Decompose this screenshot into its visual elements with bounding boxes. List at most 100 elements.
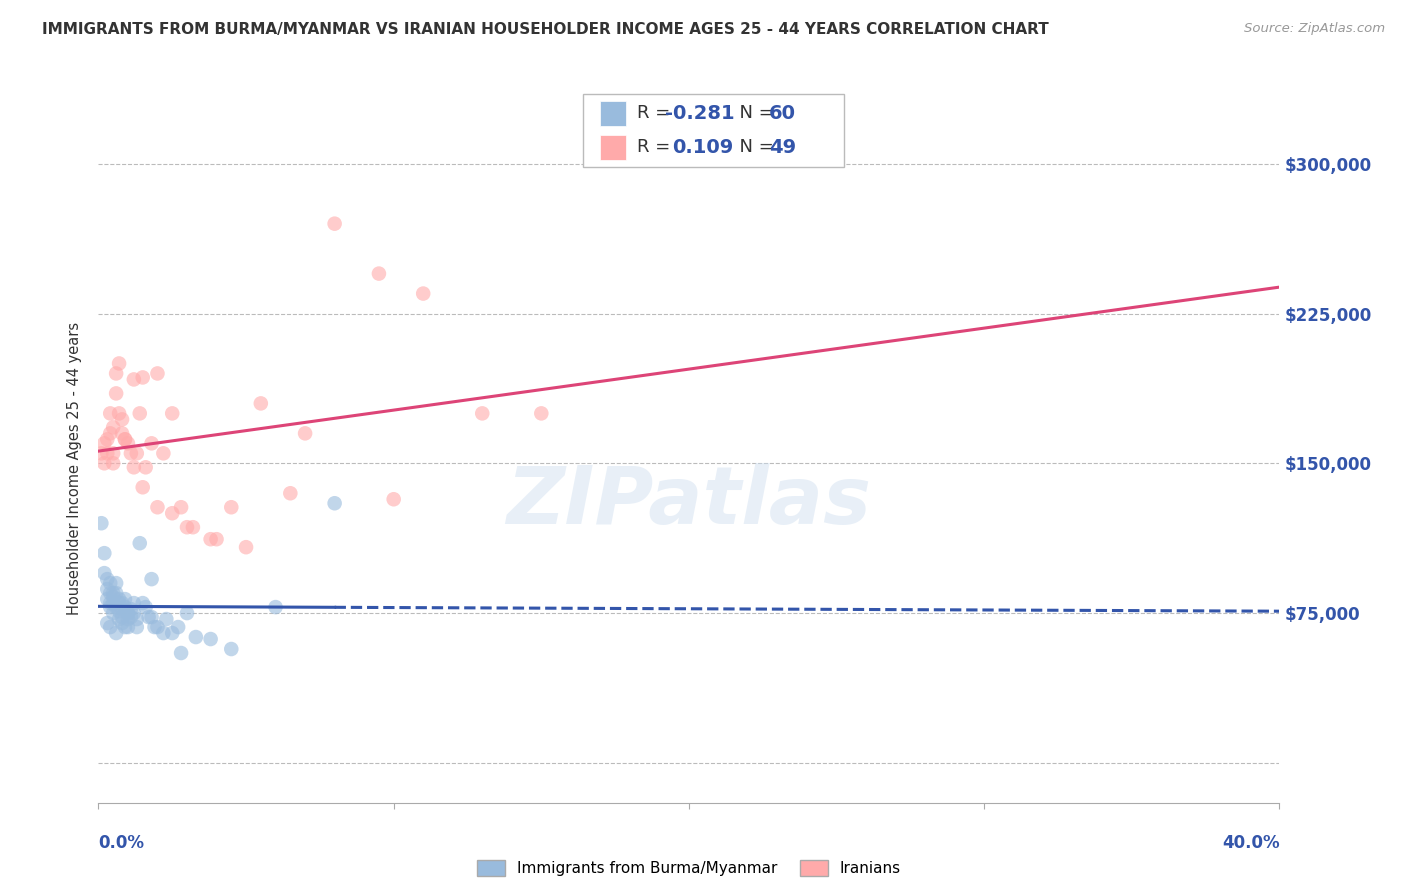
Text: 40.0%: 40.0%	[1222, 834, 1279, 852]
Text: 0.109: 0.109	[672, 137, 734, 157]
Point	[132, 596, 155, 610]
Point	[219, 642, 242, 657]
Point	[108, 356, 131, 370]
Point	[111, 426, 134, 441]
Point	[122, 460, 145, 475]
Point	[117, 606, 139, 620]
Point	[141, 610, 163, 624]
Point	[96, 592, 118, 607]
Point	[98, 586, 121, 600]
Point	[146, 500, 169, 515]
Point	[278, 486, 302, 500]
Text: IMMIGRANTS FROM BURMA/MYANMAR VS IRANIAN HOUSEHOLDER INCOME AGES 25 - 44 YEARS C: IMMIGRANTS FROM BURMA/MYANMAR VS IRANIAN…	[42, 22, 1049, 37]
Point	[90, 446, 112, 460]
Point	[162, 406, 183, 420]
Point	[114, 592, 136, 607]
Point	[117, 620, 139, 634]
Point	[219, 500, 242, 515]
Text: R =: R =	[637, 104, 676, 122]
Point	[108, 592, 131, 607]
Point	[167, 620, 190, 634]
Text: ZIPatlas: ZIPatlas	[506, 463, 872, 541]
Point	[111, 610, 134, 624]
Point	[111, 602, 134, 616]
Legend: Immigrants from Burma/Myanmar, Iranians: Immigrants from Burma/Myanmar, Iranians	[471, 854, 907, 882]
Point	[111, 412, 134, 426]
Point	[114, 620, 136, 634]
Point	[117, 606, 139, 620]
Point	[146, 367, 169, 381]
Point	[132, 480, 155, 494]
Text: 0.0%: 0.0%	[98, 834, 145, 852]
Point	[105, 576, 128, 591]
Point	[103, 596, 125, 610]
Point	[111, 616, 134, 631]
Point	[368, 267, 391, 281]
Point	[96, 572, 118, 586]
Point	[108, 604, 131, 618]
Point	[181, 520, 204, 534]
Point	[103, 590, 125, 604]
Point	[103, 586, 125, 600]
Point	[93, 546, 115, 560]
Point	[162, 626, 183, 640]
Point	[155, 612, 177, 626]
Point	[152, 626, 174, 640]
Point	[141, 572, 163, 586]
Point	[114, 600, 136, 615]
Point	[412, 286, 434, 301]
Point	[93, 456, 115, 470]
Point	[128, 406, 150, 420]
Text: -0.281: -0.281	[665, 103, 735, 123]
Point	[250, 396, 273, 410]
Point	[122, 596, 145, 610]
Point	[125, 612, 148, 626]
Point	[114, 433, 136, 447]
Point	[96, 582, 118, 596]
Point	[184, 630, 207, 644]
Point	[120, 446, 142, 460]
Point	[294, 426, 316, 441]
Point	[170, 500, 193, 515]
Text: Source: ZipAtlas.com: Source: ZipAtlas.com	[1244, 22, 1385, 36]
Point	[176, 520, 198, 534]
Point	[530, 406, 553, 420]
Point	[200, 532, 222, 546]
Point	[146, 620, 169, 634]
Point	[125, 446, 148, 460]
Point	[135, 460, 157, 475]
Point	[122, 372, 145, 386]
Point	[93, 436, 115, 450]
Point	[105, 586, 128, 600]
Point	[152, 446, 174, 460]
Text: R =: R =	[637, 138, 682, 156]
Point	[143, 620, 166, 634]
Point	[98, 596, 121, 610]
Point	[117, 612, 139, 626]
Point	[120, 610, 142, 624]
Point	[103, 420, 125, 434]
Point	[135, 600, 157, 615]
Point	[323, 496, 346, 510]
Point	[108, 596, 131, 610]
Point	[125, 620, 148, 634]
Point	[98, 576, 121, 591]
Point	[235, 540, 257, 554]
Text: 60: 60	[769, 103, 796, 123]
Point	[103, 456, 125, 470]
Point	[162, 506, 183, 520]
Point	[111, 596, 134, 610]
Point	[93, 566, 115, 581]
Point	[138, 610, 160, 624]
Point	[382, 492, 405, 507]
Point	[105, 386, 128, 401]
Point	[103, 446, 125, 460]
Point	[205, 532, 228, 546]
Point	[141, 436, 163, 450]
Point	[120, 602, 142, 616]
Point	[103, 606, 125, 620]
Point	[122, 606, 145, 620]
Point	[105, 367, 128, 381]
Point	[128, 536, 150, 550]
Text: N =: N =	[728, 104, 780, 122]
